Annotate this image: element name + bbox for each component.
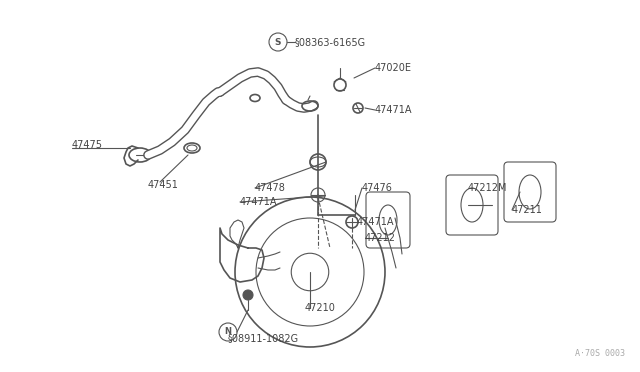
Text: 47211: 47211 <box>512 205 543 215</box>
Text: S: S <box>275 38 281 46</box>
Circle shape <box>243 290 253 300</box>
Text: 47020E: 47020E <box>375 63 412 73</box>
Text: 47451: 47451 <box>148 180 179 190</box>
Text: 47471A: 47471A <box>240 197 278 207</box>
Text: §08363-6165G: §08363-6165G <box>295 37 366 47</box>
Text: §08911-1082G: §08911-1082G <box>228 333 299 343</box>
Text: 47476: 47476 <box>362 183 393 193</box>
Text: A·70S 0003: A·70S 0003 <box>575 349 625 358</box>
Text: 47210: 47210 <box>305 303 336 313</box>
Text: 47471A: 47471A <box>357 217 394 227</box>
Text: 47212: 47212 <box>365 233 396 243</box>
Text: 47478: 47478 <box>255 183 286 193</box>
Text: 47471A: 47471A <box>375 105 413 115</box>
Text: N: N <box>225 327 232 337</box>
Text: 47475: 47475 <box>72 140 103 150</box>
Text: 47212M: 47212M <box>468 183 508 193</box>
